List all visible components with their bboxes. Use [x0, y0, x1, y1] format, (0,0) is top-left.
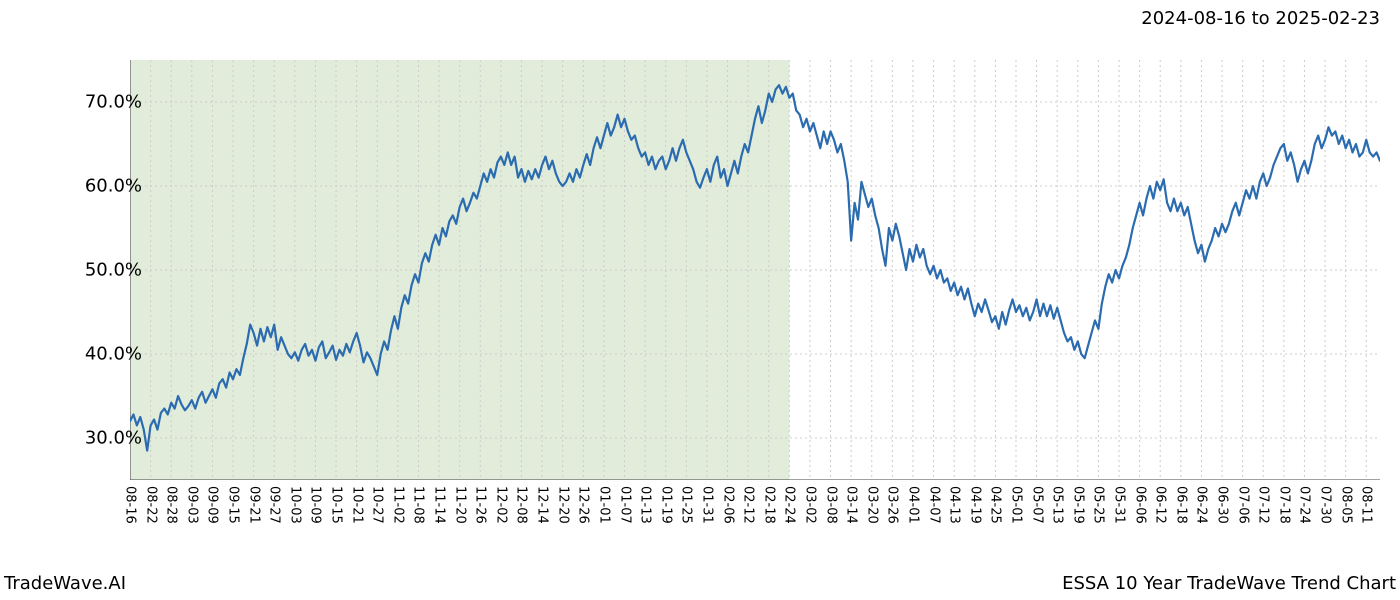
x-axis-tick-label: 07-12 [1256, 486, 1271, 524]
x-axis-tick-label: 04-13 [947, 486, 962, 524]
x-axis-tick-label: 02-18 [761, 486, 776, 524]
x-axis-tick-label: 12-26 [576, 486, 591, 524]
x-axis-tick-label: 11-02 [390, 486, 405, 524]
x-axis-tick-label: 09-21 [246, 486, 261, 524]
trend-chart [130, 60, 1380, 480]
x-axis-tick-label: 05-01 [1008, 486, 1023, 524]
x-axis-tick-label: 04-07 [926, 486, 941, 524]
x-axis-tick-label: 03-20 [864, 486, 879, 524]
x-axis-tick-label: 05-31 [1112, 486, 1127, 524]
x-axis-tick-label: 10-27 [370, 486, 385, 524]
x-axis-tick-label: 06-06 [1132, 486, 1147, 524]
x-axis-tick-label: 02-24 [782, 486, 797, 524]
x-axis-tick-label: 05-07 [1029, 486, 1044, 524]
x-axis-tick-label: 09-09 [205, 486, 220, 524]
x-axis-tick-label: 06-12 [1153, 486, 1168, 524]
x-axis-tick-label: 01-19 [658, 486, 673, 524]
chart-title: ESSA 10 Year TradeWave Trend Chart [1062, 573, 1396, 594]
x-axis-tick-label: 01-13 [638, 486, 653, 524]
x-axis-tick-label: 08-28 [164, 486, 179, 524]
x-axis-tick-label: 01-01 [596, 486, 611, 524]
x-axis-tick-label: 03-02 [802, 486, 817, 524]
x-axis-tick-label: 08-16 [123, 486, 138, 524]
brand-label: TradeWave.AI [4, 573, 126, 594]
x-axis-tick-label: 04-01 [905, 486, 920, 524]
x-axis-tick-label: 11-20 [452, 486, 467, 524]
x-axis-tick-label: 02-12 [741, 486, 756, 524]
x-axis-tick-label: 07-18 [1276, 486, 1291, 524]
x-axis-tick-label: 02-06 [720, 486, 735, 524]
x-axis-tick-label: 11-08 [411, 486, 426, 524]
x-axis-tick-label: 03-08 [823, 486, 838, 524]
x-axis-tick-label: 12-02 [493, 486, 508, 524]
x-axis-tick-label: 07-30 [1318, 486, 1333, 524]
x-axis-tick-label: 03-26 [885, 486, 900, 524]
x-axis-tick-label: 07-06 [1235, 486, 1250, 524]
x-axis-tick-label: 09-03 [184, 486, 199, 524]
y-axis-tick-label: 60.0% [22, 176, 142, 197]
x-axis-tick-label: 05-19 [1070, 486, 1085, 524]
x-axis-tick-label: 01-07 [617, 486, 632, 524]
x-axis-tick-label: 04-19 [967, 486, 982, 524]
x-axis-tick-label: 03-14 [844, 486, 859, 524]
x-axis-tick-label: 07-24 [1297, 486, 1312, 524]
y-axis-tick-label: 70.0% [22, 92, 142, 113]
x-axis-tick-label: 11-14 [432, 486, 447, 524]
x-axis-tick-label: 05-13 [1050, 486, 1065, 524]
x-axis-tick-label: 10-15 [329, 486, 344, 524]
x-axis-tick-label: 12-20 [555, 486, 570, 524]
y-axis-tick-label: 40.0% [22, 344, 142, 365]
y-axis-tick-label: 50.0% [22, 260, 142, 281]
x-axis-tick-label: 12-14 [535, 486, 550, 524]
x-axis-tick-label: 01-31 [699, 486, 714, 524]
y-axis-tick-label: 30.0% [22, 428, 142, 449]
x-axis-tick-label: 06-24 [1194, 486, 1209, 524]
x-axis-tick-label: 10-21 [349, 486, 364, 524]
x-axis-tick-label: 08-05 [1338, 486, 1353, 524]
x-axis-tick-label: 10-03 [287, 486, 302, 524]
x-axis-tick-label: 05-25 [1091, 486, 1106, 524]
x-axis-tick-label: 09-15 [226, 486, 241, 524]
x-axis-tick-label: 10-09 [308, 486, 323, 524]
x-axis-tick-label: 01-25 [679, 486, 694, 524]
x-axis-tick-label: 12-08 [514, 486, 529, 524]
date-range-label: 2024-08-16 to 2025-02-23 [1141, 8, 1380, 29]
x-axis-tick-label: 08-11 [1359, 486, 1374, 524]
x-axis-tick-label: 09-27 [267, 486, 282, 524]
x-axis-tick-label: 08-22 [143, 486, 158, 524]
x-axis-tick-label: 04-25 [988, 486, 1003, 524]
x-axis-tick-label: 06-18 [1173, 486, 1188, 524]
chart-container: { "header": { "date_range": "2024-08-16 … [0, 0, 1400, 600]
x-axis-tick-label: 11-26 [473, 486, 488, 524]
x-axis-tick-label: 06-30 [1215, 486, 1230, 524]
